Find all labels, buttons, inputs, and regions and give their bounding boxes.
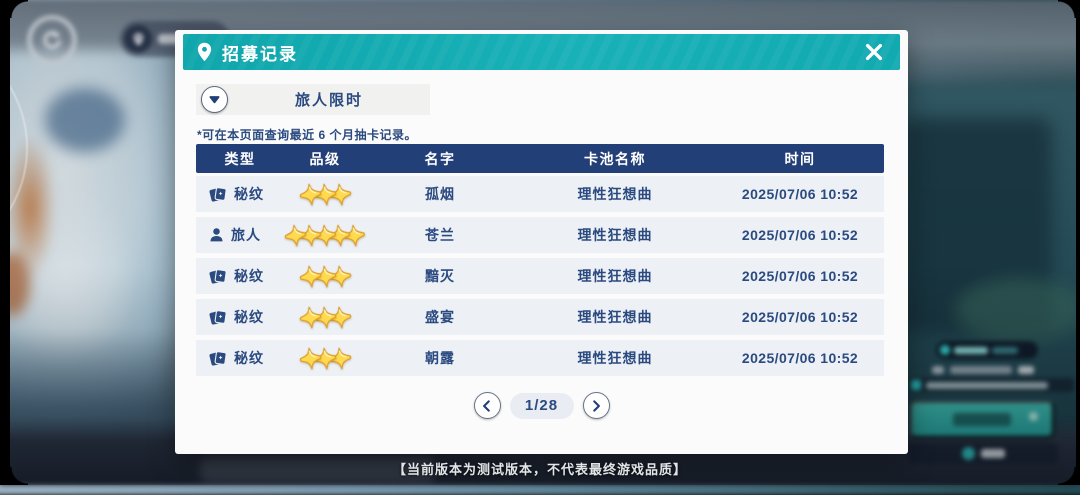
chevron-down-icon [201,86,228,113]
table-row: 秘纹 朝露 理性狂想曲 2025/07/06 10:52 [196,340,884,376]
record-time: 2025/07/06 10:52 [741,350,859,366]
item-name: 苍兰 [425,227,455,243]
record-time: 2025/07/06 10:52 [741,186,859,202]
hud-info-row [932,366,1058,375]
blurred-text [992,346,1018,354]
star-icon [299,183,321,205]
table-row: 秘纹 盛宴 理性狂想曲 2025/07/06 10:52 [196,299,884,335]
cards-icon [208,267,228,286]
pool-name: 理性狂想曲 [577,227,653,243]
type-label: 旅人 [231,227,261,243]
test-build-disclaimer: 【当前版本为测试版本，不代表最终游戏品质】 [392,462,687,477]
record-time: 2025/07/06 10:52 [741,227,859,243]
phone-bezel-right [1076,0,1080,485]
location-pin-icon [196,42,213,62]
type-label: 秘纹 [234,268,264,284]
table-row: 秘纹 孤烟 理性狂想曲 2025/07/06 10:52 [196,176,884,212]
page-indicator: 1/28 [509,392,574,419]
dialog-header: 招募记录 [183,34,900,70]
column-header: 卡池名称 [584,150,646,167]
item-name: 盛宴 [425,309,455,325]
type-cell: 秘纹 [196,348,284,368]
type-cell: 秘纹 [196,307,284,327]
dialog-title: 招募记录 [222,44,298,64]
person-icon [208,226,225,244]
cards-icon [208,308,228,327]
history-note: *可在本页面查询最近 6 个月抽卡记录。 [197,128,418,142]
cards-icon [208,185,228,204]
sparkle-icon [1029,412,1038,421]
pool-name: 理性狂想曲 [577,350,653,366]
status-dot-icon [940,345,950,355]
map-pin-icon [124,25,152,53]
back-button[interactable] [27,15,77,65]
star-icon [299,306,321,328]
grade-stars [284,265,366,288]
currency-bar[interactable] [908,443,1058,464]
prev-page-button[interactable] [473,392,501,419]
blurred-button-label [953,413,1011,426]
pool-name: 理性狂想曲 [577,186,653,202]
grade-stars [284,347,366,370]
screen-corner [10,0,28,18]
teal-marker-icon [911,380,921,390]
grade-stars [284,183,366,206]
item-name: 黯灭 [425,268,455,284]
recruit-button[interactable] [910,401,1054,438]
star-icon [284,224,306,246]
star-icon [299,265,321,287]
pool-name: 理性狂想曲 [577,309,653,325]
chevron-right-icon [589,399,603,413]
banner-filter-dropdown[interactable]: 旅人限时 [196,84,430,115]
table-row: 秘纹 黯灭 理性狂想曲 2025/07/06 10:52 [196,258,884,294]
cards-icon [208,349,228,368]
type-cell: 秘纹 [196,184,284,204]
close-button[interactable] [858,36,890,68]
star-icon [299,347,321,369]
item-name: 孤烟 [425,186,455,202]
screen-corner [1058,0,1076,18]
bg-paving [200,457,435,483]
type-cell: 秘纹 [196,266,284,286]
recruit-record-dialog: 招募记录 旅人限时 *可在本页面查询最近 6 个月抽卡记录。 类型 品级 名字 卡池名… [175,30,908,454]
item-name: 朝露 [425,350,455,366]
column-header: 类型 [224,150,256,167]
currency-amount-blur [980,449,1005,458]
column-header: 品级 [309,150,341,167]
screen-corner [10,467,28,485]
table-body: 秘纹 孤烟 理性狂想曲 2025/07/06 10:52 旅人 [196,176,884,381]
screen-corner [1058,467,1076,485]
blurred-text [954,346,988,354]
column-header: 时间 [784,150,816,167]
type-label: 秘纹 [234,186,264,202]
blurred-text [1018,366,1034,374]
return-arrow-icon [39,27,65,53]
hud-guarantee-row [908,378,1074,392]
pity-status-pill [936,341,1038,359]
pool-name: 理性狂想曲 [577,268,653,284]
type-cell: 旅人 [196,225,284,245]
bg-blue-blob [45,88,125,152]
next-page-button[interactable] [582,392,610,419]
type-label: 秘纹 [234,350,264,366]
bg-foliage-blob [955,278,1080,342]
record-time: 2025/07/06 10:52 [741,268,859,284]
currency-coin-icon [961,447,975,460]
blurred-text [950,366,1012,374]
table-row: 旅人 苍兰 理性狂想曲 2025/07/06 10:52 [196,217,884,253]
column-header: 名字 [424,150,456,167]
grade-stars [284,224,366,247]
close-icon [863,41,885,63]
phone-bezel-left [0,0,10,485]
table-header: 类型 品级 名字 卡池名称 时间 [196,144,884,173]
filter-label: 旅人限时 [294,92,363,109]
record-time: 2025/07/06 10:52 [741,309,859,325]
blurred-text [926,381,1048,389]
type-label: 秘纹 [234,309,264,325]
grade-stars [284,306,366,329]
blurred-text [932,366,944,374]
chevron-left-icon [480,399,494,413]
pagination: 1/28 [175,392,908,419]
